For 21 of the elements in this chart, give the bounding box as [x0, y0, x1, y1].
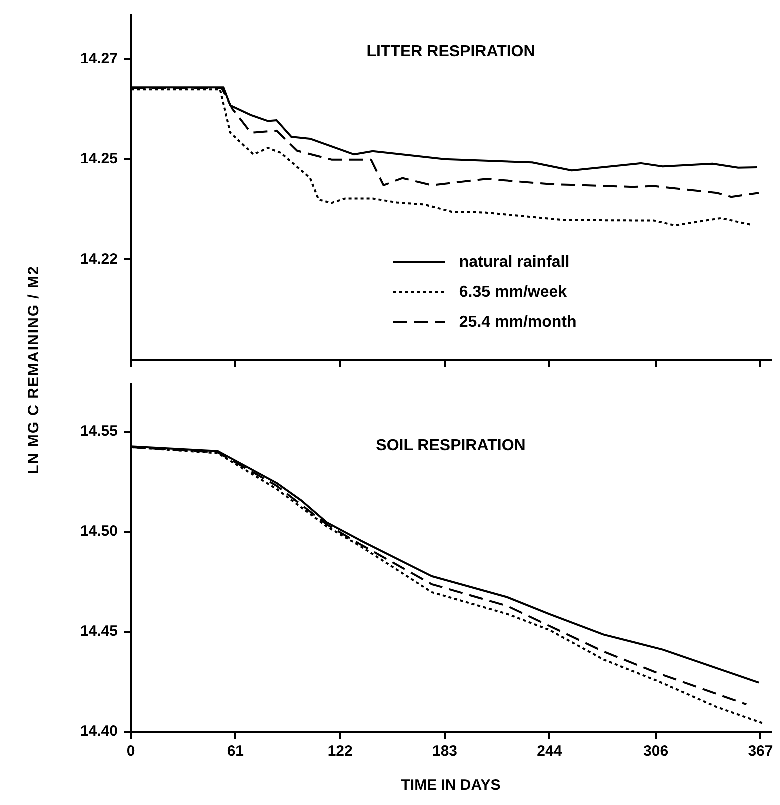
x-tick-label: 0: [126, 743, 136, 760]
legend-label: 25.4 mm/month: [459, 314, 577, 331]
y-axis-title: LN MG C REMAINING / M2: [26, 266, 42, 474]
x-tick-label: 183: [432, 743, 458, 760]
y-tick-label: 14.25: [80, 150, 118, 168]
y-tick-label: 14.27: [80, 50, 118, 68]
y-tick-label: 14.40: [80, 723, 118, 740]
y-tick-label: 14.55: [80, 423, 118, 440]
x-axis-title: TIME IN DAYS: [401, 777, 501, 794]
x-tick-label: 61: [227, 743, 244, 760]
x-tick-label: 306: [644, 743, 669, 760]
legend-label: natural rainfall: [459, 254, 570, 271]
y-tick-label: 14.45: [80, 623, 118, 640]
x-tick-label: 122: [328, 743, 353, 760]
y-tick-label: 14.22: [80, 250, 118, 268]
text: LITTER RESPIRATION: [366, 43, 536, 60]
x-tick-label: 244: [537, 743, 563, 760]
y-tick-label: 14.50: [80, 523, 118, 540]
legend-label: 6.35 mm/week: [459, 284, 568, 301]
x-tick-label: 367: [748, 743, 774, 760]
text: SOIL RESPIRATION: [376, 437, 526, 454]
